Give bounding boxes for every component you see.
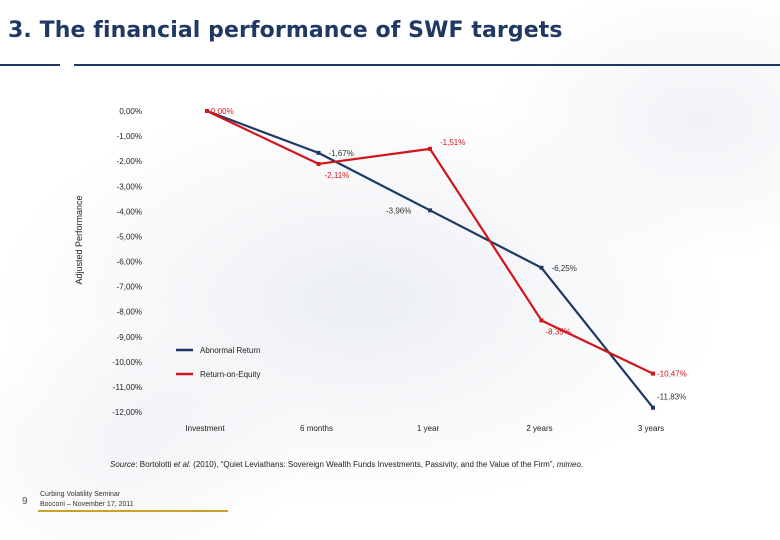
title-rule-right xyxy=(74,64,780,66)
y-axis-ticks: 0,00% -1,00% -2,00% -3,00% -4,00% -5,00% -6,00… xyxy=(112,107,142,417)
footer-rule xyxy=(38,510,228,512)
legend-label: Abnormal Return xyxy=(200,346,260,355)
data-point xyxy=(316,161,321,166)
series-layer xyxy=(205,109,655,410)
y-tick-label: -2,00% xyxy=(117,157,142,166)
data-labels-layer: -1,67% -3,96% -6,25% -11,83% 0,00% -2,11% -1,5… xyxy=(211,107,687,402)
source-mimeo: mimeo xyxy=(556,460,581,469)
data-label: -1,51% xyxy=(440,138,465,147)
y-tick-label: -5,00% xyxy=(117,232,142,241)
page-title: 3. The financial performance of SWF targ… xyxy=(8,18,563,43)
data-point xyxy=(428,208,432,213)
data-label: -8,35% xyxy=(546,327,571,336)
footer-text: Curbing Volatility Seminar Bocconi – Nov… xyxy=(40,490,134,510)
y-tick-label: -9,00% xyxy=(117,333,142,342)
data-point xyxy=(539,265,544,270)
data-point xyxy=(539,318,544,323)
y-tick-label: -8,00% xyxy=(117,308,142,317)
title-rule-left xyxy=(0,64,60,66)
source-text-middle: (2010), “Quiet Leviathans: Sovereign Wea… xyxy=(190,460,557,469)
y-tick-label: -12,00% xyxy=(112,408,142,417)
data-label: -6,25% xyxy=(552,264,577,273)
data-point xyxy=(428,146,432,151)
legend: Abnormal Return Return-on-Equity xyxy=(176,346,260,379)
y-tick-label: -10,00% xyxy=(112,358,142,367)
y-tick-label: -3,00% xyxy=(117,182,142,191)
x-axis-ticks: Investment 6 months 1 year 2 years 3 years xyxy=(185,424,664,433)
y-tick-label: -7,00% xyxy=(117,283,142,292)
data-point xyxy=(205,109,209,113)
source-note: Source: Bortolotti et al. (2010), “Quiet… xyxy=(110,460,583,469)
y-tick-label: -11,00% xyxy=(113,383,142,392)
source-text-after: . xyxy=(580,460,584,469)
y-axis-label: Adjusted Performance xyxy=(74,195,84,284)
y-tick-label: -4,00% xyxy=(117,207,142,216)
data-point xyxy=(651,371,655,376)
x-tick-label: 2 years xyxy=(526,424,552,433)
y-tick-label: 0,00% xyxy=(119,107,142,116)
source-etal: et al. xyxy=(173,460,191,469)
source-text-before: : Bortolotti xyxy=(135,460,174,469)
data-label: -3,96% xyxy=(386,206,411,215)
footer-line-1: Curbing Volatility Seminar xyxy=(40,491,121,498)
data-label: -11,83% xyxy=(657,393,686,402)
x-tick-label: 3 years xyxy=(638,424,664,433)
x-tick-label: 6 months xyxy=(300,424,333,433)
data-label: -2,11% xyxy=(325,171,350,180)
source-label: Source xyxy=(110,460,136,469)
data-label: -10,47% xyxy=(657,370,687,379)
data-label: -1,67% xyxy=(329,149,354,158)
series-line-abnormal-return xyxy=(206,109,654,409)
x-tick-label: 1 year xyxy=(417,424,440,433)
page-number: 9 xyxy=(22,496,28,507)
y-tick-label: -1,00% xyxy=(117,132,142,141)
legend-label: Return-on-Equity xyxy=(200,370,260,379)
data-point xyxy=(316,150,321,155)
footer-line-2: Bocconi – November 17, 2011 xyxy=(40,501,134,508)
x-tick-label: Investment xyxy=(185,424,225,433)
data-point xyxy=(651,405,655,410)
data-label: 0,00% xyxy=(211,107,234,116)
y-tick-label: -6,00% xyxy=(117,258,142,267)
